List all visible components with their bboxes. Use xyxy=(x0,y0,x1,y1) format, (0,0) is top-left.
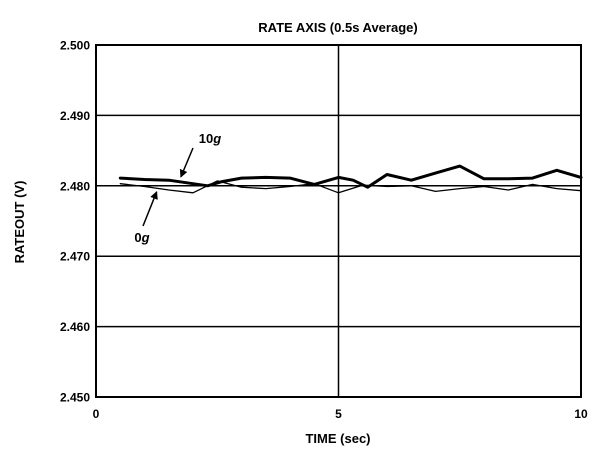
y-tick-labels: 2.450 2.460 2.470 2.480 2.490 2.500 xyxy=(60,39,90,405)
series-group xyxy=(118,164,583,194)
y-axis-label: RATEOUT (V) xyxy=(12,181,27,264)
series-line-0g xyxy=(119,180,582,194)
y-tick-label: 2.490 xyxy=(60,109,90,123)
y-tick-label: 2.460 xyxy=(60,320,90,334)
x-axis-label: TIME (sec) xyxy=(305,431,370,446)
x-tick-labels: 0 5 10 xyxy=(93,407,588,421)
annotation-label: 0g xyxy=(134,230,149,245)
x-tick-label: 10 xyxy=(574,407,588,421)
y-tick-label: 2.450 xyxy=(60,391,90,405)
annotation-unit: g xyxy=(212,131,221,146)
annotation-number: 10 xyxy=(199,131,213,146)
annotation-arrow xyxy=(142,190,158,227)
x-tick-label: 0 xyxy=(93,407,100,421)
y-tick-label: 2.500 xyxy=(60,39,90,53)
chart-title: RATE AXIS (0.5s Average) xyxy=(258,20,417,35)
y-tick-label: 2.470 xyxy=(60,250,90,264)
annotation-number: 0 xyxy=(134,230,141,245)
grid xyxy=(96,44,581,398)
x-tick-label: 5 xyxy=(335,407,342,421)
series-line-10g xyxy=(118,164,583,189)
annotation-arrow xyxy=(179,147,194,178)
plot-frame xyxy=(95,44,582,398)
annotation-unit: g xyxy=(141,230,150,245)
annotation-label: 10g xyxy=(199,131,221,146)
y-tick-label: 2.480 xyxy=(60,179,90,193)
